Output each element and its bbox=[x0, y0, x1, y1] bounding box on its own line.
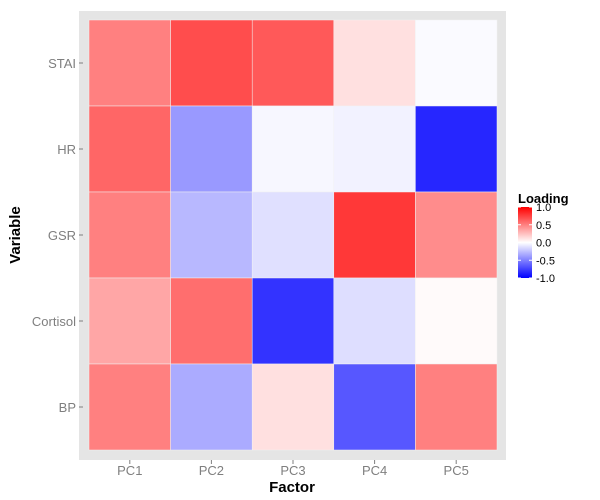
y-tick-label: STAI bbox=[48, 56, 76, 71]
heatmap-cell-cortisol-pc3 bbox=[251, 277, 335, 365]
y-axis-title: Variable bbox=[7, 206, 24, 264]
legend-tick-label: 0.5 bbox=[536, 220, 551, 232]
heatmap-cell-cortisol-pc5 bbox=[415, 277, 498, 365]
heatmap-cell-stai-pc1 bbox=[88, 19, 171, 107]
legend: Loading 1.0 0.5 0.0 -0.5 -1.0 bbox=[518, 191, 569, 285]
y-tick-label: HR bbox=[57, 142, 76, 157]
x-axis-title: Factor bbox=[269, 479, 315, 496]
legend-colorbar bbox=[518, 207, 532, 278]
heatmap-cell-cortisol-pc1 bbox=[88, 277, 171, 365]
x-tick-label: PC1 bbox=[117, 463, 142, 478]
legend-tick-label: 1.0 bbox=[536, 202, 551, 214]
heatmap-cell-gsr-pc4 bbox=[333, 191, 416, 279]
legend-tick-label: -1.0 bbox=[536, 273, 555, 285]
legend-tick-label: 0.0 bbox=[536, 238, 551, 250]
heatmap-cell-cortisol-pc4 bbox=[333, 277, 416, 365]
heatmap-cell-gsr-pc2 bbox=[170, 191, 253, 279]
heatmap-cell-stai-pc2 bbox=[170, 19, 253, 107]
y-tick-label: GSR bbox=[48, 228, 76, 243]
heatmap-cell-bp-pc5 bbox=[415, 363, 498, 451]
heatmap-cell-hr-pc3 bbox=[251, 105, 335, 193]
y-tick-label: Cortisol bbox=[32, 314, 76, 329]
heatmap-cell-hr-pc4 bbox=[333, 105, 416, 193]
heatmap-cell-stai-pc4 bbox=[333, 19, 416, 107]
heatmap-cell-cortisol-pc2 bbox=[170, 277, 253, 365]
heatmap-cell-gsr-pc1 bbox=[88, 191, 171, 279]
x-tick-label: PC2 bbox=[199, 463, 224, 478]
heatmap-cell-bp-pc1 bbox=[88, 363, 171, 451]
heatmap-cell-hr-pc1 bbox=[88, 105, 171, 193]
x-tick-label: PC3 bbox=[280, 463, 305, 478]
x-tick-label: PC5 bbox=[444, 463, 469, 478]
legend-tick-label: -0.5 bbox=[536, 255, 555, 267]
legend-title: Loading bbox=[518, 191, 569, 206]
heatmap-cell-stai-pc3 bbox=[251, 19, 335, 107]
heatmap-cell-bp-pc3 bbox=[251, 363, 335, 451]
heatmap-cell-stai-pc5 bbox=[415, 19, 498, 107]
heatmap-cell-bp-pc2 bbox=[170, 363, 253, 451]
heatmap-cell-hr-pc5 bbox=[415, 105, 498, 193]
x-tick-label: PC4 bbox=[362, 463, 387, 478]
heatmap-cell-hr-pc2 bbox=[170, 105, 253, 193]
heatmap-cell-bp-pc4 bbox=[333, 363, 416, 451]
heatmap-cell-gsr-pc5 bbox=[415, 191, 498, 279]
y-tick-label: BP bbox=[59, 400, 76, 415]
heatmap-cell-gsr-pc3 bbox=[251, 191, 335, 279]
